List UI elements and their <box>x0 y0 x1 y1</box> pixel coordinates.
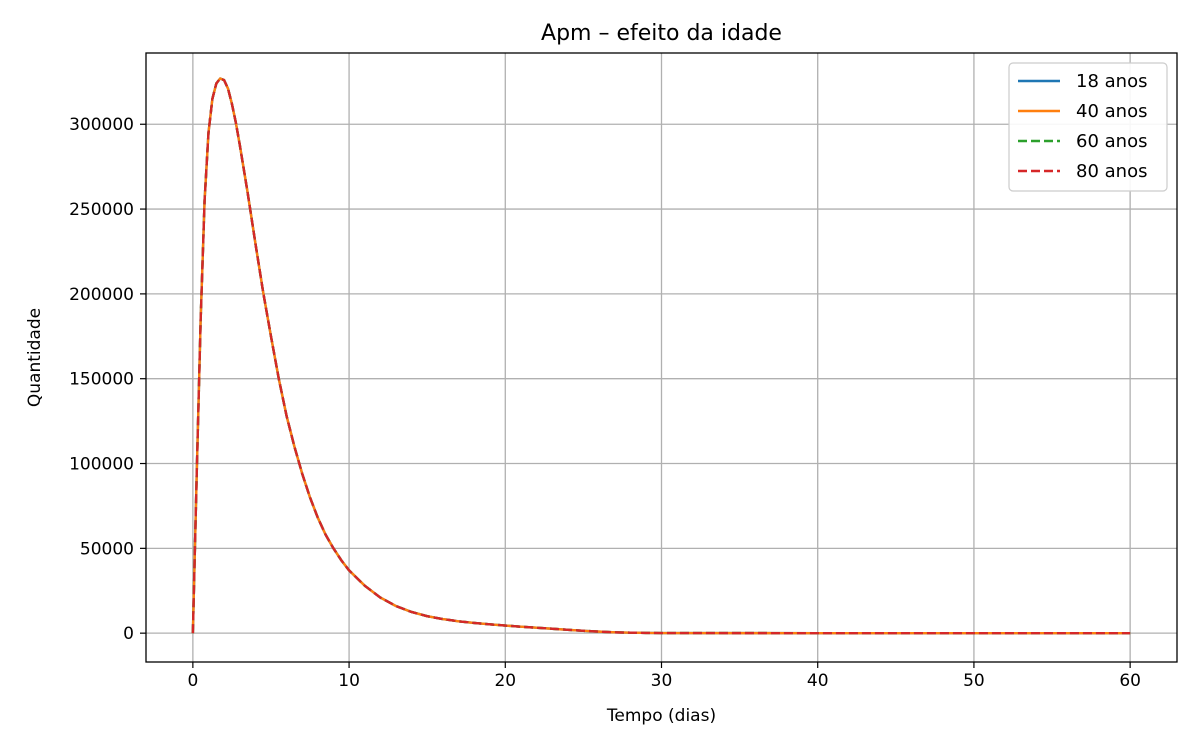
legend-label-40-anos: 40 anos <box>1076 101 1147 122</box>
y-tick-label: 100000 <box>69 455 134 475</box>
legend-label-60-anos: 60 anos <box>1076 131 1147 152</box>
legend-box <box>1008 62 1168 192</box>
series-lines <box>191 77 1131 635</box>
y-tick-label: 300000 <box>69 115 134 135</box>
x-tick-label: 10 <box>338 671 360 691</box>
series-line-80-anos <box>191 77 1131 635</box>
y-tick-label: 150000 <box>69 370 134 390</box>
ticks: 0 10 20 30 40 50 60 0 50000 100000 150000 200000 250… <box>69 115 1141 691</box>
legend: 18 anos 40 anos 60 anos 80 anos <box>1008 62 1168 192</box>
legend-label-80-anos: 80 anos <box>1076 161 1147 182</box>
x-tick-label: 30 <box>651 671 673 691</box>
x-axis-label: Tempo (dias) <box>606 706 716 726</box>
x-tick-label: 50 <box>963 671 985 691</box>
chart-title: Apm – efeito da idade <box>541 21 782 46</box>
legend-label-18-anos: 18 anos <box>1076 71 1147 92</box>
y-tick-label: 200000 <box>69 285 134 305</box>
y-tick-label: 250000 <box>69 200 134 220</box>
y-tick-label: 0 <box>123 624 134 644</box>
y-axis-label: Quantidade <box>25 308 45 407</box>
x-tick-label: 60 <box>1119 671 1141 691</box>
grid <box>146 53 1177 662</box>
x-tick-label: 40 <box>807 671 829 691</box>
x-tick-label: 20 <box>494 671 516 691</box>
x-tick-label: 0 <box>187 671 198 691</box>
y-tick-label: 50000 <box>80 539 134 559</box>
